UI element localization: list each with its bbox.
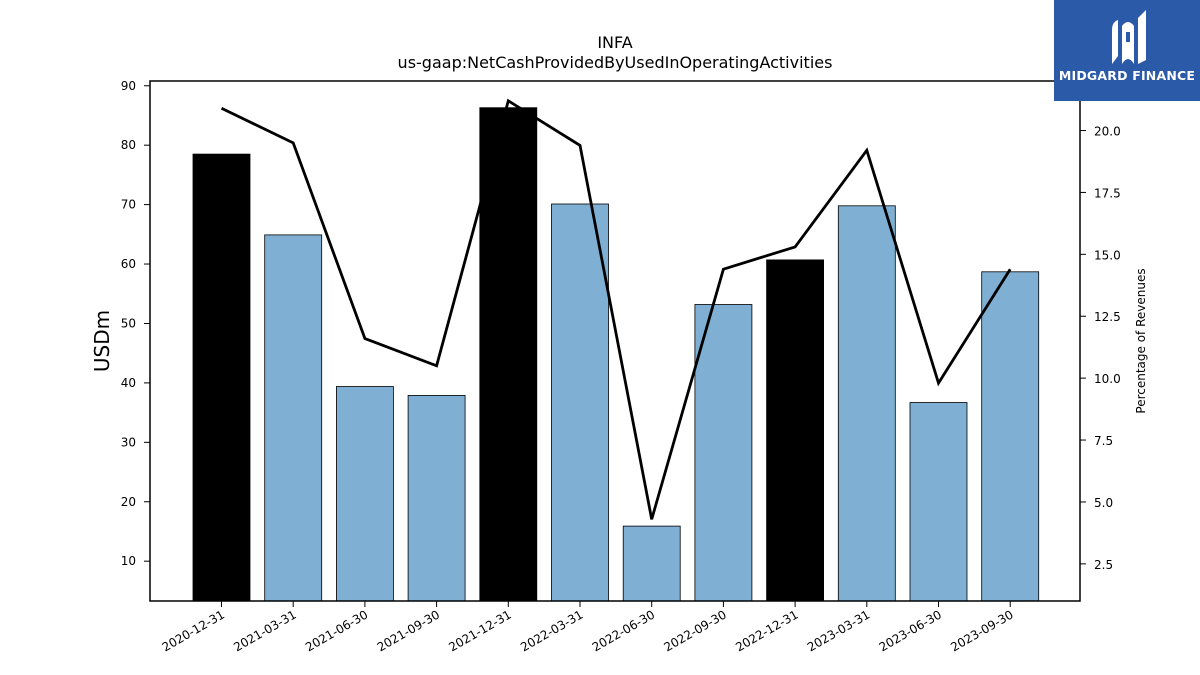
y2-tick-label: 5.0: [1094, 496, 1113, 510]
midgard-finance-logo: MIDGARD FINANCE: [1054, 0, 1200, 101]
x-tick-label: 2023-06-30: [877, 607, 944, 654]
chart-subtitle: us-gaap:NetCashProvidedByUsedInOperating…: [398, 53, 833, 72]
y2-tick-label: 10.0: [1094, 372, 1121, 386]
bar-2021-12-31: [479, 107, 538, 602]
revenue-percentage-line: [220, 98, 1012, 520]
y-tick-label: 40: [121, 376, 136, 390]
x-tick-label: 2020-12-31: [160, 607, 227, 654]
bar-2021-06-30: [335, 386, 394, 602]
x-tick-label: 2021-09-30: [375, 607, 442, 654]
y2-tick-label: 17.5: [1094, 186, 1121, 200]
y-tick-label: 20: [121, 495, 136, 509]
bar-2023-03-31: [837, 205, 896, 602]
x-axis: 2020-12-31 2021-03-31 2021-06-30 2021-09-30…: [160, 601, 1016, 654]
x-tick-label: 2021-03-31: [231, 607, 298, 654]
y-tick-label: 10: [121, 554, 136, 568]
midgard-logo-icon: [1112, 10, 1146, 64]
x-tick-label: 2022-06-30: [590, 607, 657, 654]
chart-title: INFA: [597, 33, 632, 52]
x-tick-label: 2022-12-31: [733, 607, 800, 654]
y-tick-label: 30: [121, 435, 136, 449]
y-tick-label: 90: [121, 79, 136, 93]
y-tick-label: 80: [121, 138, 136, 152]
y2-tick-label: 2.5: [1094, 558, 1113, 572]
x-tick-label: 2022-09-30: [661, 607, 728, 654]
x-tick-label: 2022-03-31: [518, 607, 585, 654]
y2-tick-label: 12.5: [1094, 310, 1121, 324]
bar-2022-09-30: [694, 304, 753, 602]
line-layer: [220, 98, 1012, 520]
x-tick-label: 2021-12-31: [446, 607, 513, 654]
bars-layer: [192, 107, 1040, 602]
y-axis-right: 2.5 5.0 7.5 10.0 12.5 15.0 17.5 20.0: [1080, 125, 1121, 572]
y-axis-left: 10 20 30 40 50 60 70 80 90: [121, 79, 150, 568]
bar-2022-06-30: [622, 525, 681, 602]
y-tick-label: 50: [121, 316, 136, 330]
y2-tick-label: 15.0: [1094, 248, 1121, 262]
x-tick-label: 2023-09-30: [948, 607, 1015, 654]
bar-2023-09-30: [981, 271, 1040, 602]
logo-text: MIDGARD FINANCE: [1058, 68, 1196, 83]
y2-axis-label: Percentage of Revenues: [1134, 268, 1148, 413]
bar-2022-12-31: [766, 259, 824, 602]
y-tick-label: 60: [121, 257, 136, 271]
bar-2023-06-30: [909, 402, 968, 602]
y-axis-label: USDm: [90, 310, 114, 372]
bar-2022-03-31: [551, 203, 609, 602]
x-tick-label: 2023-03-31: [805, 607, 872, 654]
y2-tick-label: 20.0: [1094, 125, 1121, 139]
bar-2021-03-31: [264, 234, 323, 602]
y2-tick-label: 7.5: [1094, 434, 1113, 448]
plot-frame: [149, 80, 1081, 602]
x-tick-label: 2021-06-30: [303, 607, 370, 654]
bar-2021-09-30: [407, 394, 466, 602]
bar-2020-12-31: [192, 153, 251, 602]
y-tick-label: 70: [121, 198, 136, 212]
